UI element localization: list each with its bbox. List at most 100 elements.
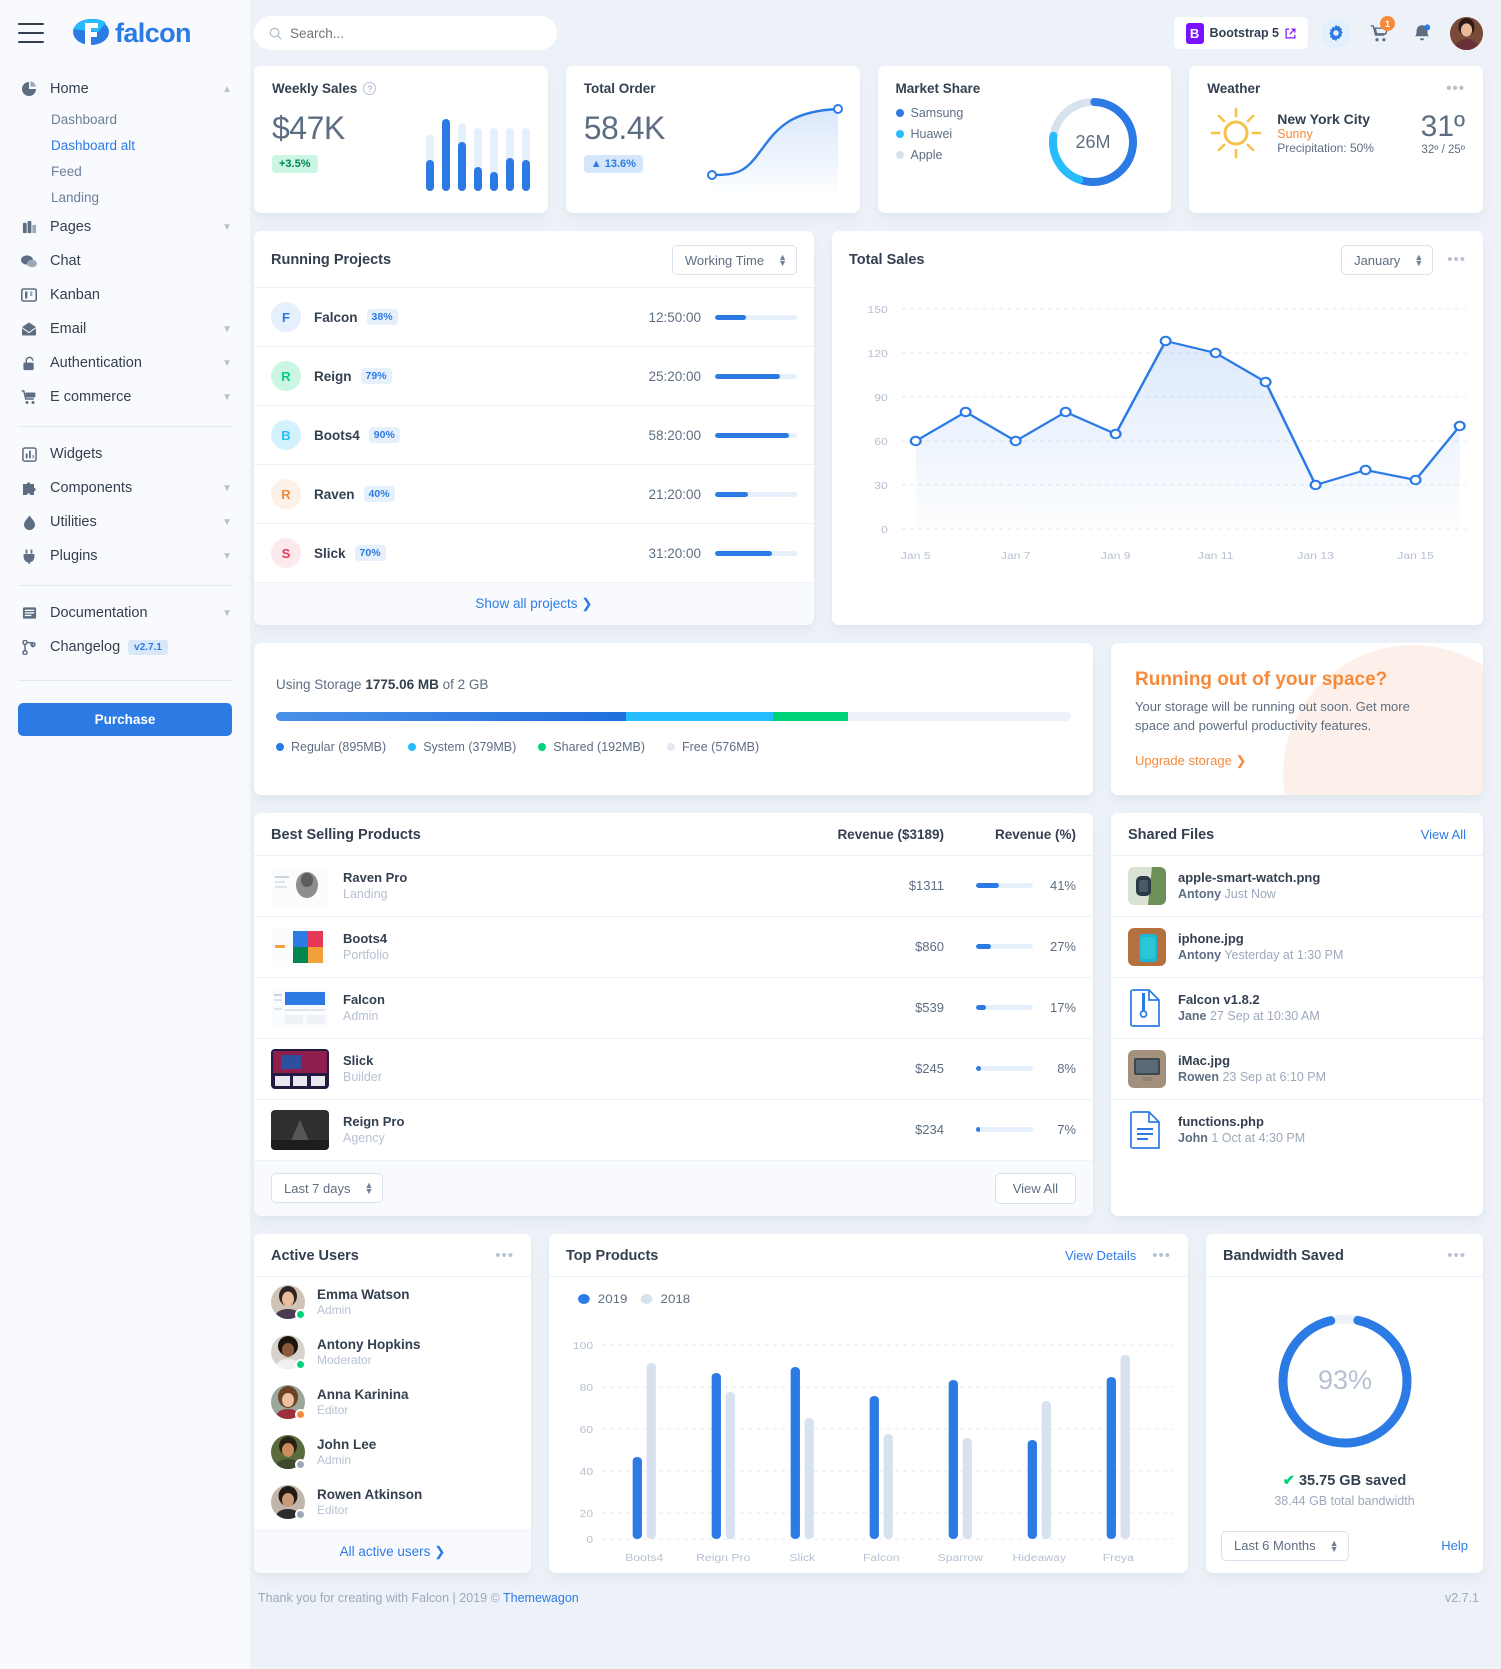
svg-text:Jan 11: Jan 11 <box>1198 551 1234 562</box>
sidebar-item-email[interactable]: Email ▼ <box>18 312 232 346</box>
storage-used: 1775.06 MB <box>365 677 439 692</box>
pages-icon <box>18 220 40 235</box>
table-row[interactable]: Falcon Admin $539 17% <box>254 978 1093 1039</box>
file-time: 27 Sep at 10:30 AM <box>1209 1009 1320 1024</box>
list-item[interactable]: Antony Hopkins Moderator <box>254 1327 531 1377</box>
file-time: Yesterday at 1:30 PM <box>1224 948 1344 963</box>
bandwidth-saved-text: 35.75 GB saved <box>1298 1472 1407 1489</box>
view-details-link[interactable]: View Details <box>1064 1248 1137 1264</box>
more-options-icon[interactable]: ••• <box>495 1246 514 1264</box>
sidebar-item-utilities[interactable]: Utilities ▼ <box>18 505 232 539</box>
purchase-button[interactable]: Purchase <box>18 703 232 736</box>
menu-toggle-icon[interactable] <box>18 23 44 43</box>
settings-button[interactable] <box>1321 18 1351 48</box>
table-row[interactable]: R Raven 40% 21:20:00 <box>254 464 814 523</box>
sidebar-item-documentation[interactable]: Documentation ▼ <box>18 596 232 630</box>
bandwidth-range-select[interactable]: Last 6 Months ▲ ▼ <box>1221 1530 1349 1561</box>
view-all-button[interactable]: View All <box>994 1172 1076 1204</box>
list-item[interactable]: iMac.jpg Rowen 23 Sep at 6:10 PM <box>1111 1039 1483 1100</box>
sidebar-item-landing[interactable]: Landing <box>51 184 232 210</box>
brand-logo[interactable]: falcon <box>72 16 192 50</box>
market-share-donut: 26M <box>1045 94 1141 190</box>
list-item[interactable]: functions.php John 1 Oct at 4:30 PM <box>1111 1100 1483 1160</box>
table-row[interactable]: R Reign 79% 25:20:00 <box>254 346 814 405</box>
cart-button[interactable]: 1 <box>1364 16 1395 48</box>
sidebar-item-feed[interactable]: Feed <box>51 158 232 184</box>
sidebar-item-components[interactable]: Components ▼ <box>18 471 232 505</box>
sidebar-item-label: Email <box>50 321 87 337</box>
list-item[interactable]: Anna Karinina Editor <box>254 1377 531 1427</box>
weekly-sales-value: $47K <box>272 110 345 146</box>
legend-label: Free (576MB) <box>682 740 760 754</box>
product-revenue-pct: 17% <box>944 1000 1076 1015</box>
sort-icon: ▲ ▼ <box>1329 1537 1339 1554</box>
help-link[interactable]: Help <box>1441 1538 1468 1554</box>
project-progress-bar <box>715 432 797 438</box>
list-item[interactable]: iphone.jpg Antony Yesterday at 1:30 PM <box>1111 917 1483 978</box>
more-options-icon[interactable]: ••• <box>1447 251 1466 268</box>
table-row[interactable]: Raven Pro Landing $1311 41% <box>254 856 1093 917</box>
view-all-link[interactable]: View All <box>1420 827 1466 843</box>
sidebar-item-kanban[interactable]: Kanban <box>18 278 232 312</box>
active-users-card: Active Users ••• Emma Watson Admin <box>254 1233 531 1573</box>
sidebar-item-dashboard-alt[interactable]: Dashboard alt <box>51 132 232 158</box>
list-item[interactable]: Rowen Atkinson Editor <box>254 1477 531 1527</box>
date-range-select[interactable]: Last 7 days ▲ ▼ <box>271 1173 384 1204</box>
upgrade-storage-link[interactable]: Upgrade storage ❯ <box>1135 753 1246 769</box>
revenue-pct-text: 27% <box>1049 939 1076 955</box>
svg-text:2018: 2018 <box>661 1293 691 1306</box>
bootstrap-link[interactable]: B Bootstrap 5 <box>1173 17 1308 49</box>
sidebar-item-authentication[interactable]: Authentication ▼ <box>18 346 232 380</box>
puzzle-icon <box>18 481 40 496</box>
table-row[interactable]: B Boots4 90% 58:20:00 <box>254 405 814 464</box>
table-row[interactable]: Boots4 Portfolio $860 27% <box>254 917 1093 978</box>
weather-condition: Sunny <box>1277 127 1313 141</box>
table-row[interactable]: Reign Pro Agency $234 7% <box>254 1100 1093 1161</box>
sidebar-item-chat[interactable]: Chat <box>18 244 232 278</box>
market-share-title: Market Share <box>896 81 1154 96</box>
product-revenue-pct: 27% <box>944 939 1076 954</box>
sidebar-item-pages[interactable]: Pages ▼ <box>18 210 232 244</box>
sidebar-item-home[interactable]: Home ▲ <box>18 72 232 106</box>
all-active-users-link[interactable]: All active users ❯ <box>254 1529 531 1573</box>
more-options-icon[interactable]: ••• <box>1447 1246 1466 1264</box>
list-item[interactable]: Falcon v1.8.2 Jane 27 Sep at 10:30 AM <box>1111 978 1483 1039</box>
search-input[interactable] <box>290 25 542 41</box>
revenue-bar <box>976 1127 1033 1133</box>
more-options-icon[interactable]: ••• <box>1446 79 1465 97</box>
revenue-bar <box>976 1066 1033 1072</box>
sidebar-item-ecommerce[interactable]: E commerce ▼ <box>18 380 232 414</box>
footer-company-link[interactable]: Themewagon <box>503 1590 579 1605</box>
product-thumbnail <box>271 1109 329 1150</box>
product-revenue: $860 <box>915 939 944 955</box>
sidebar-item-widgets[interactable]: Widgets <box>18 437 232 471</box>
month-select[interactable]: January ▲ ▼ <box>1341 245 1434 275</box>
product-category: Admin <box>343 1009 379 1024</box>
sidebar-item-dashboard[interactable]: Dashboard <box>51 106 232 132</box>
top-products-card: Top Products View Details ••• 2019 2018 <box>549 1233 1188 1573</box>
table-row[interactable]: S Slick 70% 31:20:00 <box>254 523 814 582</box>
user-avatar[interactable] <box>1450 16 1483 50</box>
show-all-projects-link[interactable]: Show all projects ❯ <box>254 582 814 625</box>
active-users-header: Active Users ••• <box>254 1233 531 1277</box>
weather-card: Weather ••• New York City S <box>1189 66 1483 213</box>
footer-text: Thank you for creating with Falcon | 201… <box>258 1591 579 1605</box>
notifications-button[interactable] <box>1407 18 1437 48</box>
list-item[interactable]: apple-smart-watch.png Antony Just Now <box>1111 856 1483 917</box>
working-time-select[interactable]: Working Time ▲ ▼ <box>671 245 797 275</box>
list-item[interactable]: John Lee Admin <box>254 1427 531 1477</box>
table-row[interactable]: Slick Builder $245 8% <box>254 1039 1093 1100</box>
search-box[interactable] <box>254 16 557 50</box>
sidebar-item-changelog[interactable]: Changelog v2.7.1 <box>18 630 232 664</box>
svg-text:Jan 13: Jan 13 <box>1297 551 1334 562</box>
revenue-bar <box>976 1005 1033 1011</box>
sidebar-item-plugins[interactable]: Plugins ▼ <box>18 539 232 573</box>
php-file-icon <box>1128 1110 1166 1149</box>
help-icon[interactable]: ? <box>363 82 377 95</box>
file-meta: Rowen 23 Sep at 6:10 PM <box>1178 1070 1326 1084</box>
product-thumbnail <box>271 865 329 906</box>
list-item[interactable]: Emma Watson Admin <box>254 1277 531 1327</box>
more-options-icon[interactable]: ••• <box>1152 1246 1171 1264</box>
table-row[interactable]: F Falcon 38% 12:50:00 <box>254 287 814 346</box>
